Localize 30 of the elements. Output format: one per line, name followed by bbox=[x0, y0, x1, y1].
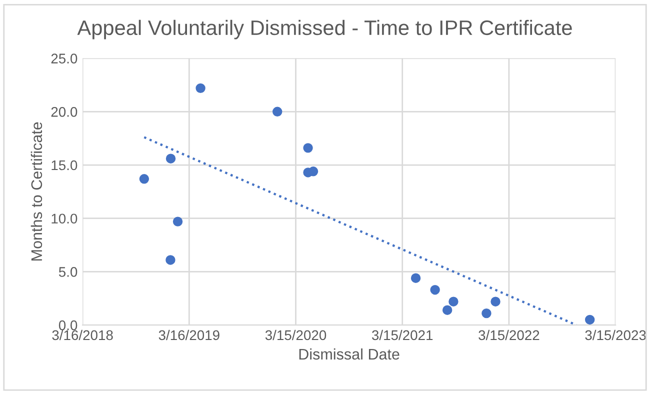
x-tick-label: 3/15/2021 bbox=[372, 330, 433, 340]
chart-title: Appeal Voluntarily Dismissed - Time to IPR Certificate bbox=[77, 20, 572, 40]
x-tick-label: 3/15/2020 bbox=[265, 330, 326, 340]
y-tick-label: 25.0 bbox=[51, 54, 78, 64]
y-axis-title: Months to Certificate bbox=[30, 122, 42, 260]
x-tick-label: 3/16/2018 bbox=[52, 330, 113, 340]
point bbox=[442, 305, 452, 315]
x-tick-label: 3/15/2022 bbox=[478, 330, 540, 340]
point bbox=[482, 308, 492, 318]
point bbox=[272, 106, 282, 117]
point bbox=[166, 255, 176, 265]
point bbox=[430, 284, 440, 295]
x-axis-title: Dismissal Date bbox=[299, 348, 400, 360]
point bbox=[172, 216, 183, 226]
point bbox=[448, 296, 458, 306]
point bbox=[139, 174, 150, 184]
y-tick-label: 0.0 bbox=[58, 320, 78, 330]
y-tick-label: 20.0 bbox=[51, 106, 78, 117]
point bbox=[490, 296, 500, 306]
point bbox=[410, 273, 421, 283]
y-tick-label: 15.0 bbox=[52, 160, 78, 170]
x-tick-label: 3/16/2019 bbox=[158, 330, 220, 340]
y-tick-label: 10.0 bbox=[52, 214, 78, 224]
point bbox=[166, 154, 176, 164]
point bbox=[584, 314, 595, 325]
x-tick-label: 3/15/2023 bbox=[585, 330, 646, 340]
point bbox=[308, 166, 318, 176]
point bbox=[303, 143, 313, 153]
y-tick-label: 5.0 bbox=[58, 267, 78, 277]
point bbox=[196, 83, 206, 94]
